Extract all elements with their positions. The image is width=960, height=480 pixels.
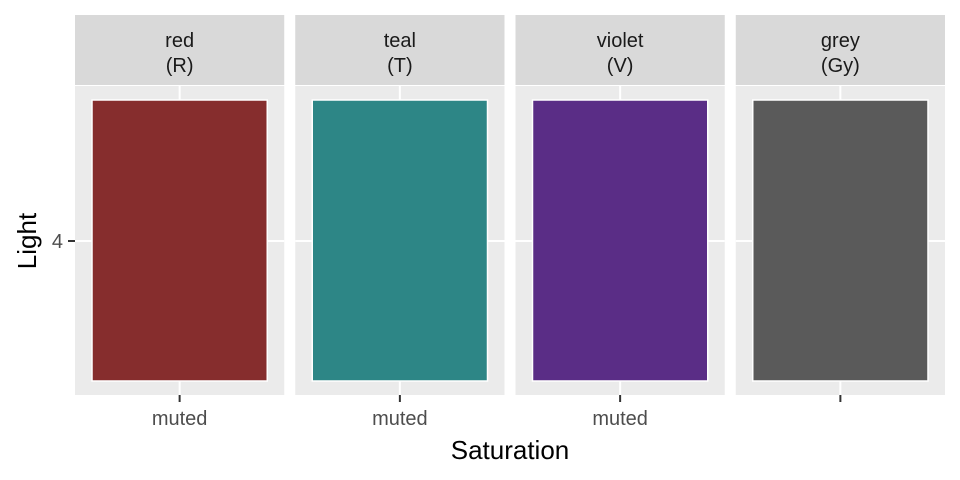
facet-strip [735,15,945,85]
facet-strip-code: (V) [607,55,634,77]
y-axis: 4 [52,231,75,253]
facet-panels: red (R) muted teal (T) muted violet (V) muted gre… [75,15,945,430]
tile-red [91,99,268,382]
y-tick-label: 4 [52,231,63,253]
facet-strip-hue: red [165,30,194,52]
facet-strip-code: (R) [166,55,194,77]
facet-strip-code: (Gy) [821,55,860,77]
tile-grey [752,99,929,382]
facet-violet: violet (V) muted [515,15,725,430]
facet-red: red (R) muted [75,15,285,430]
y-axis-title: Light [12,212,42,269]
facet-strip-hue: teal [384,30,416,52]
x-axis-title: Saturation [451,435,570,465]
facet-strip-hue: grey [821,30,860,52]
facet-strip [295,15,505,85]
facet-strip-code: (T) [387,55,413,77]
facet-strip-hue: violet [597,30,644,52]
x-tick-label: muted [152,408,208,430]
x-tick-label: muted [592,408,648,430]
x-tick-label: muted [372,408,428,430]
facet-strip [75,15,285,85]
facet-strip [515,15,725,85]
tile-teal [311,99,489,382]
tile-violet [531,99,709,382]
facet-teal: teal (T) muted [295,15,505,430]
facet-grey: grey (Gy) [735,15,945,402]
